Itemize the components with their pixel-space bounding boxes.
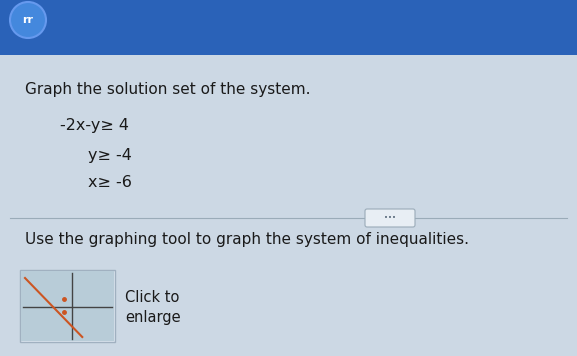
Text: enlarge: enlarge xyxy=(125,310,181,325)
Text: Graph the solution set of the system.: Graph the solution set of the system. xyxy=(25,82,310,97)
Text: x≥ -6: x≥ -6 xyxy=(88,175,132,190)
Bar xyxy=(20,270,115,342)
Text: Use the graphing tool to graph the system of inequalities.: Use the graphing tool to graph the syste… xyxy=(25,232,469,247)
FancyBboxPatch shape xyxy=(365,209,415,227)
Text: -2x-y≥ 4: -2x-y≥ 4 xyxy=(60,118,129,133)
Text: rr: rr xyxy=(23,15,33,25)
Bar xyxy=(0,55,577,356)
Circle shape xyxy=(10,2,46,38)
Text: Click to: Click to xyxy=(125,290,179,305)
Bar xyxy=(21,271,114,341)
Text: y≥ -4: y≥ -4 xyxy=(88,148,132,163)
Text: •••: ••• xyxy=(384,215,396,221)
Bar xyxy=(0,0,577,55)
